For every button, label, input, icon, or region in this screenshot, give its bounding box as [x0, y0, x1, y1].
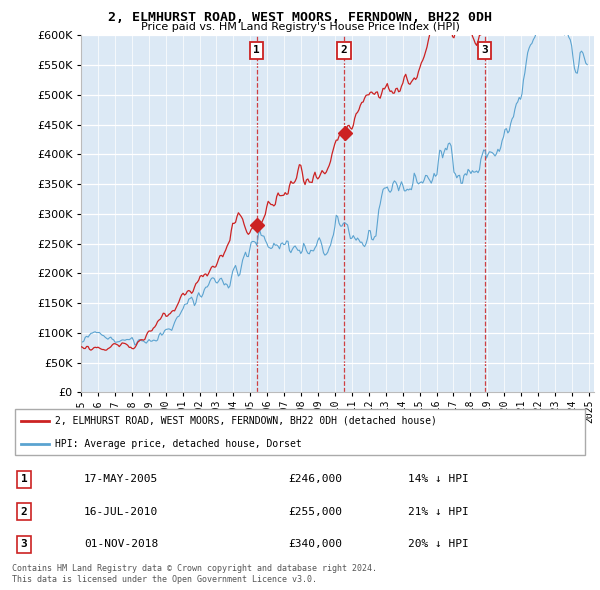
Text: 2: 2: [341, 45, 347, 55]
Text: 20% ↓ HPI: 20% ↓ HPI: [408, 539, 469, 549]
Text: 1: 1: [20, 474, 28, 484]
Text: 2, ELMHURST ROAD, WEST MOORS, FERNDOWN, BH22 0DH: 2, ELMHURST ROAD, WEST MOORS, FERNDOWN, …: [108, 11, 492, 24]
Text: £255,000: £255,000: [288, 507, 342, 517]
Text: 3: 3: [20, 539, 28, 549]
Text: Price paid vs. HM Land Registry's House Price Index (HPI): Price paid vs. HM Land Registry's House …: [140, 22, 460, 32]
Text: 17-MAY-2005: 17-MAY-2005: [84, 474, 158, 484]
Text: 21% ↓ HPI: 21% ↓ HPI: [408, 507, 469, 517]
Text: 16-JUL-2010: 16-JUL-2010: [84, 507, 158, 517]
Text: This data is licensed under the Open Government Licence v3.0.: This data is licensed under the Open Gov…: [12, 575, 317, 584]
Text: 2, ELMHURST ROAD, WEST MOORS, FERNDOWN, BH22 0DH (detached house): 2, ELMHURST ROAD, WEST MOORS, FERNDOWN, …: [55, 415, 437, 425]
Text: 2: 2: [20, 507, 28, 517]
Text: 3: 3: [481, 45, 488, 55]
Text: £246,000: £246,000: [288, 474, 342, 484]
Text: £340,000: £340,000: [288, 539, 342, 549]
Text: 1: 1: [253, 45, 260, 55]
FancyBboxPatch shape: [15, 409, 585, 455]
Text: 01-NOV-2018: 01-NOV-2018: [84, 539, 158, 549]
Text: Contains HM Land Registry data © Crown copyright and database right 2024.: Contains HM Land Registry data © Crown c…: [12, 565, 377, 573]
Text: HPI: Average price, detached house, Dorset: HPI: Average price, detached house, Dors…: [55, 439, 302, 449]
Text: 14% ↓ HPI: 14% ↓ HPI: [408, 474, 469, 484]
